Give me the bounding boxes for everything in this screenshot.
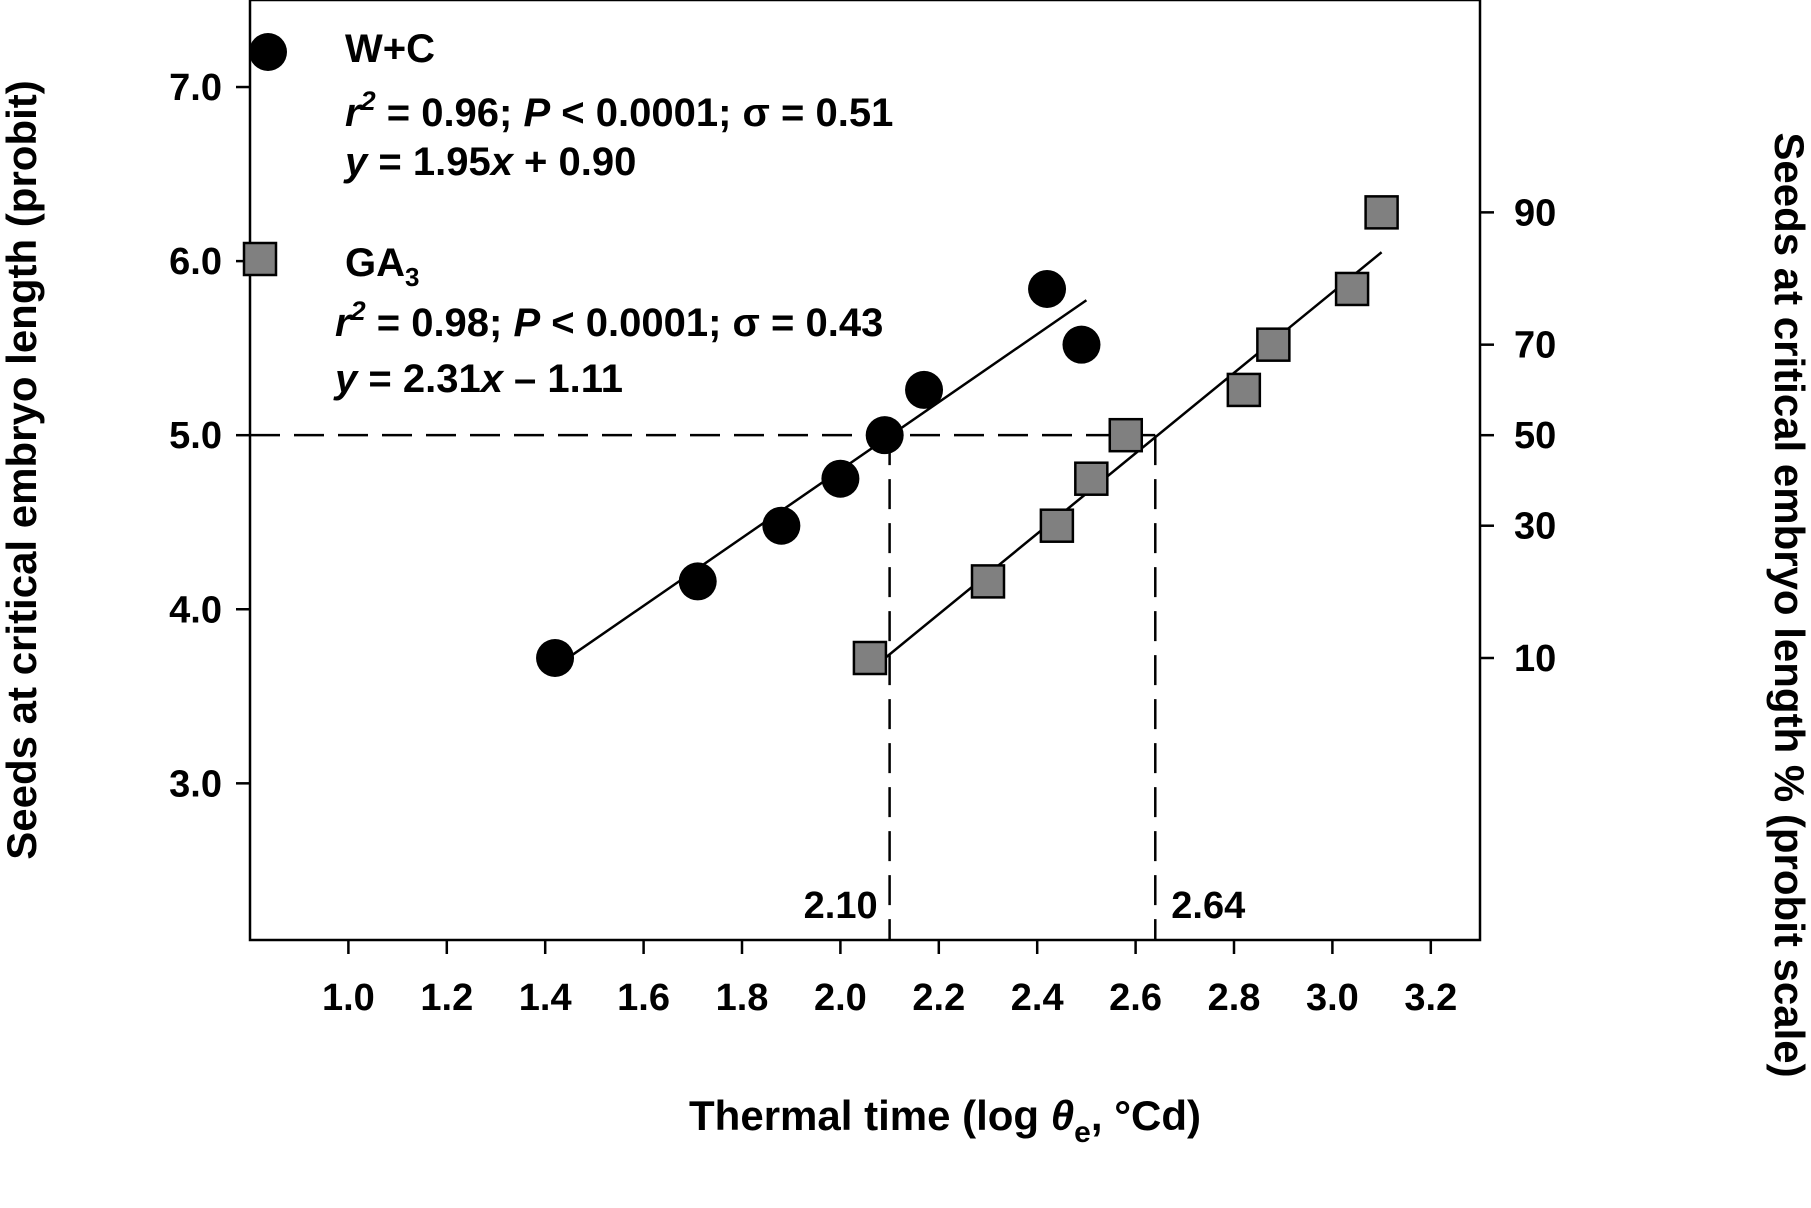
y-left-tick-label: 6.0	[169, 241, 222, 283]
data-point-w-c	[1028, 269, 1067, 308]
x-tick-label: 2.6	[1109, 977, 1162, 1019]
fit-line-ga3	[874, 251, 1383, 668]
data-point-ga3	[1364, 195, 1399, 230]
legend-wc-equation: y = 1.95x + 0.90	[343, 140, 636, 184]
y-right-tick-label: 50	[1514, 415, 1556, 457]
data-point-ga3	[1039, 508, 1075, 543]
data-points	[536, 195, 1399, 677]
y-left-tick-label: 3.0	[169, 763, 222, 805]
data-point-ga3	[1226, 372, 1262, 408]
x-tick-label: 3.0	[1306, 977, 1359, 1019]
legend-wc-stats: r2 = 0.96; P < 0.0001; σ = 0.51	[345, 86, 893, 135]
data-point-ga3	[1074, 461, 1109, 496]
plot-frame	[248, 0, 1482, 942]
y-left-tick-label: 4.0	[169, 589, 222, 631]
legend-ga3-equation: y = 2.31x – 1.11	[333, 357, 623, 401]
reference-value-label: 2.10	[804, 885, 878, 927]
x-tick-label: 3.2	[1404, 977, 1457, 1019]
x-tick-label: 1.0	[322, 977, 375, 1019]
x-tick-label: 1.8	[716, 977, 769, 1019]
x-axis-title: Thermal time (log θe, °Cd)	[689, 1092, 1201, 1149]
data-point-w-c	[678, 562, 717, 601]
y-left-tick-label: 5.0	[169, 415, 222, 457]
x-tick-label: 1.4	[519, 977, 572, 1019]
data-point-w-c	[762, 506, 801, 545]
y-axis-left-title: Seeds at critical embryo length (probit)	[0, 80, 45, 859]
legend-ga3-marker	[242, 241, 278, 277]
x-axis: 1.0 1.2 1.4 1.6 1.8 2.0 2.2 2.4 2.6 2.8 3.0 3.2	[322, 940, 1457, 1019]
legend-wc-marker	[249, 33, 287, 71]
legend-wc-name: W+C	[345, 27, 435, 71]
legend-wc: W+C r2 = 0.96; P < 0.0001; σ = 0.51 y = …	[249, 27, 893, 184]
x-tick-label: 2.8	[1208, 977, 1261, 1019]
y-axis-right-title: Seeds at critical embryo length % (probi…	[1766, 132, 1811, 1077]
data-point-w-c	[536, 639, 575, 677]
y-axis-right: 10 30 50 70 90	[1480, 192, 1556, 680]
legend-ga3-stats: r2 = 0.98; P < 0.0001; σ = 0.43	[335, 296, 883, 345]
data-point-w-c	[821, 459, 860, 498]
data-point-w-c	[905, 370, 944, 409]
legend-ga3: GA3 r2 = 0.98; P < 0.0001; σ = 0.43 y = …	[242, 241, 883, 401]
data-point-ga3	[852, 640, 888, 676]
data-point-ga3	[1256, 327, 1291, 362]
data-point-ga3	[1334, 271, 1370, 307]
y-right-tick-label: 70	[1514, 325, 1556, 367]
reference-lines: 2.10 2.64	[250, 433, 1245, 940]
data-point-ga3	[970, 564, 1006, 599]
y-right-tick-label: 30	[1514, 506, 1556, 548]
data-point-w-c	[865, 416, 904, 455]
x-tick-label: 1.2	[420, 977, 473, 1019]
data-point-w-c	[1062, 325, 1101, 364]
y-left-tick-label: 7.0	[169, 67, 222, 109]
legend-ga3-name: GA3	[345, 241, 419, 292]
x-tick-label: 2.0	[814, 977, 867, 1019]
data-point-ga3	[1108, 417, 1144, 453]
y-axis-left: 3.0 4.0 5.0 6.0 7.0	[169, 67, 250, 805]
x-tick-label: 2.2	[912, 977, 965, 1019]
x-tick-label: 2.4	[1011, 977, 1064, 1019]
reference-value-label: 2.64	[1171, 885, 1245, 927]
y-right-tick-label: 10	[1514, 638, 1556, 680]
y-right-tick-label: 90	[1514, 192, 1556, 234]
x-tick-label: 1.6	[617, 977, 670, 1019]
